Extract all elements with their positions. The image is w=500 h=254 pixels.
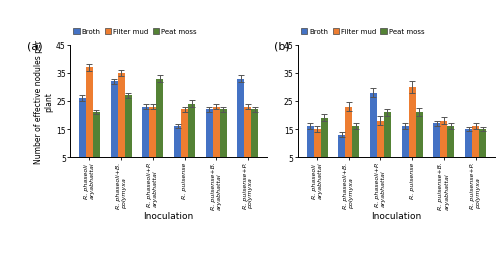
Bar [124, 96, 132, 171]
Bar [479, 130, 486, 171]
Bar [408, 88, 416, 171]
Bar [174, 127, 181, 171]
Bar [142, 107, 150, 171]
Legend: Broth, Filter mud, Peat moss: Broth, Filter mud, Peat moss [301, 29, 424, 35]
Bar [110, 82, 117, 171]
Bar [338, 135, 345, 171]
Bar [402, 127, 408, 171]
Bar [79, 99, 86, 171]
Bar [252, 110, 258, 171]
X-axis label: Inoculation: Inoculation [144, 211, 194, 220]
Bar [314, 130, 320, 171]
Bar [377, 121, 384, 171]
Bar [384, 113, 391, 171]
X-axis label: Inoculation: Inoculation [371, 211, 422, 220]
Bar [212, 107, 220, 171]
Bar [346, 107, 352, 171]
Bar [156, 79, 164, 171]
Bar [370, 93, 377, 171]
Bar [238, 79, 244, 171]
Bar [416, 113, 422, 171]
Bar [244, 107, 252, 171]
Bar [320, 118, 328, 171]
Bar [118, 74, 124, 171]
Text: (a): (a) [26, 41, 42, 51]
Legend: Broth, Filter mud, Peat moss: Broth, Filter mud, Peat moss [74, 29, 196, 35]
Bar [440, 121, 448, 171]
Bar [220, 110, 226, 171]
Text: (b): (b) [274, 41, 289, 51]
Bar [472, 127, 479, 171]
Bar [93, 113, 100, 171]
Bar [306, 127, 314, 171]
Y-axis label: Number of effective nodules per
plant: Number of effective nodules per plant [34, 40, 54, 163]
Bar [352, 127, 359, 171]
Bar [86, 68, 93, 171]
Bar [150, 107, 156, 171]
Bar [206, 110, 212, 171]
Bar [465, 130, 472, 171]
Bar [181, 110, 188, 171]
Bar [188, 104, 195, 171]
Bar [434, 124, 440, 171]
Bar [448, 127, 454, 171]
